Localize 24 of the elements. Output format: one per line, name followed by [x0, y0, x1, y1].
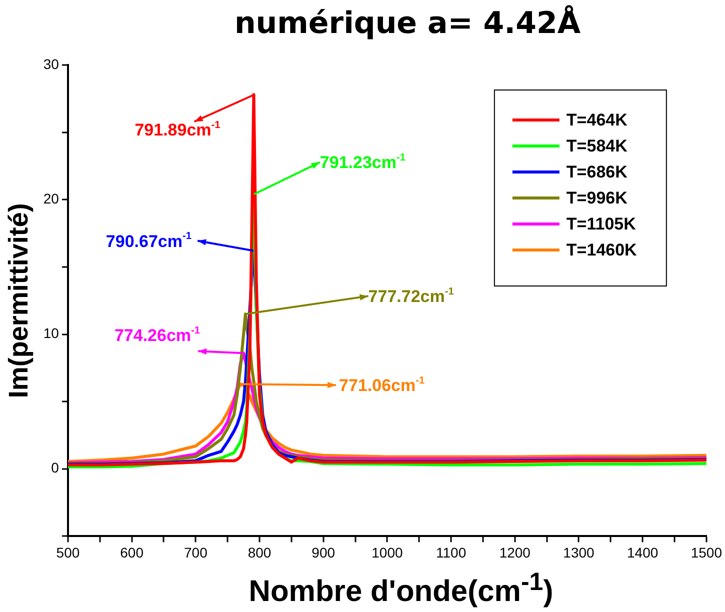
legend-label: T=584K [566, 136, 628, 156]
legend-label: T=464K [566, 110, 628, 130]
legend-label: T=996K [566, 188, 628, 208]
x-tick-label: 1300 [563, 544, 595, 560]
x-tick-label: 1200 [499, 544, 531, 560]
x-tick-label: 1000 [372, 544, 403, 560]
x-tick-label: 1500 [690, 544, 722, 560]
x-tick-label: 1400 [627, 544, 658, 560]
y-tick-label: 10 [43, 325, 60, 342]
x-tick-label: 500 [56, 544, 80, 560]
chart-title: numérique a= 4.42Å [233, 6, 582, 41]
legend-label: T=1460K [566, 240, 638, 260]
legend-label: T=1105K [566, 214, 637, 234]
y-axis-title: Im(permittivité) [4, 203, 34, 398]
x-tick-label: 700 [184, 544, 208, 560]
y-tick-label: 0 [51, 460, 60, 476]
x-tick-label: 900 [312, 544, 336, 560]
x-tick-label: 1100 [436, 544, 466, 560]
x-axis-title: Nombre d'onde(cm$^{-1}$) [248, 568, 554, 609]
y-tick-label: 30 [43, 56, 60, 72]
x-tick-label: 800 [248, 544, 272, 560]
y-tick-label: 20 [43, 190, 60, 206]
legend-label: T=686K [566, 162, 628, 182]
x-tick-label: 600 [120, 544, 144, 560]
